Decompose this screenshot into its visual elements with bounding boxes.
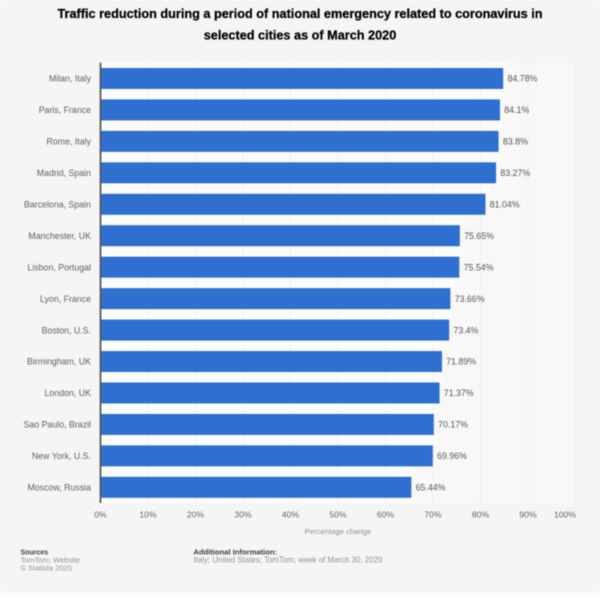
svg-text:80%: 80% bbox=[472, 510, 490, 520]
svg-text:70%: 70% bbox=[424, 510, 442, 520]
svg-text:83.27%: 83.27% bbox=[500, 168, 530, 178]
svg-text:Italy; United States; TomTom;: Italy; United States; TomTom; week of Ma… bbox=[194, 556, 383, 565]
svg-text:71.89%: 71.89% bbox=[446, 357, 476, 367]
svg-text:75.65%: 75.65% bbox=[464, 231, 494, 241]
svg-text:84.1%: 84.1% bbox=[504, 105, 529, 115]
svg-text:65.44%: 65.44% bbox=[416, 483, 446, 493]
svg-text:London, UK: London, UK bbox=[45, 388, 92, 398]
svg-text:selected cities as of March 20: selected cities as of March 2020 bbox=[204, 29, 397, 43]
svg-text:69.96%: 69.96% bbox=[437, 451, 467, 461]
svg-text:Paris, France: Paris, France bbox=[39, 105, 91, 115]
svg-text:20%: 20% bbox=[187, 510, 205, 520]
svg-text:© Statista 2020: © Statista 2020 bbox=[21, 564, 72, 573]
svg-text:75.54%: 75.54% bbox=[464, 262, 494, 272]
svg-text:Additional Information:: Additional Information: bbox=[194, 548, 278, 557]
svg-text:90%: 90% bbox=[519, 510, 537, 520]
svg-text:New York, U.S.: New York, U.S. bbox=[32, 451, 91, 461]
svg-text:50%: 50% bbox=[329, 510, 347, 520]
svg-text:84.78%: 84.78% bbox=[508, 74, 538, 84]
svg-text:Madrid, Spain: Madrid, Spain bbox=[37, 168, 91, 178]
svg-text:70.17%: 70.17% bbox=[438, 420, 468, 430]
svg-text:0%: 0% bbox=[94, 510, 107, 520]
svg-text:73.4%: 73.4% bbox=[453, 325, 478, 335]
svg-text:Manchester, UK: Manchester, UK bbox=[28, 231, 91, 241]
svg-text:Lyon, France: Lyon, France bbox=[40, 294, 91, 304]
svg-text:Percentage change: Percentage change bbox=[305, 527, 372, 536]
svg-text:60%: 60% bbox=[377, 510, 395, 520]
svg-text:Sao Paulo, Brazil: Sao Paulo, Brazil bbox=[24, 420, 92, 430]
svg-text:10%: 10% bbox=[139, 510, 157, 520]
svg-text:Barcelona, Spain: Barcelona, Spain bbox=[24, 199, 91, 209]
svg-text:81.04%: 81.04% bbox=[490, 199, 520, 209]
svg-text:100%: 100% bbox=[554, 510, 576, 520]
svg-text:Moscow, Russia: Moscow, Russia bbox=[27, 483, 91, 493]
svg-text:Boston, U.S.: Boston, U.S. bbox=[42, 325, 91, 335]
svg-text:71.37%: 71.37% bbox=[444, 388, 474, 398]
svg-text:TomTom; Website: TomTom; Website bbox=[21, 556, 80, 565]
svg-text:73.66%: 73.66% bbox=[455, 294, 485, 304]
svg-text:83.8%: 83.8% bbox=[503, 137, 528, 147]
svg-text:Milan, Italy: Milan, Italy bbox=[49, 74, 92, 84]
svg-text:Sources: Sources bbox=[21, 550, 49, 557]
svg-text:30%: 30% bbox=[234, 510, 252, 520]
svg-text:40%: 40% bbox=[282, 510, 300, 520]
svg-text:Birmingham, UK: Birmingham, UK bbox=[27, 357, 91, 367]
svg-text:Lisbon, Portugal: Lisbon, Portugal bbox=[27, 262, 91, 272]
svg-text:Rome, Italy: Rome, Italy bbox=[47, 137, 92, 147]
svg-text:Traffic reduction during a per: Traffic reduction during a period of nat… bbox=[57, 7, 542, 21]
